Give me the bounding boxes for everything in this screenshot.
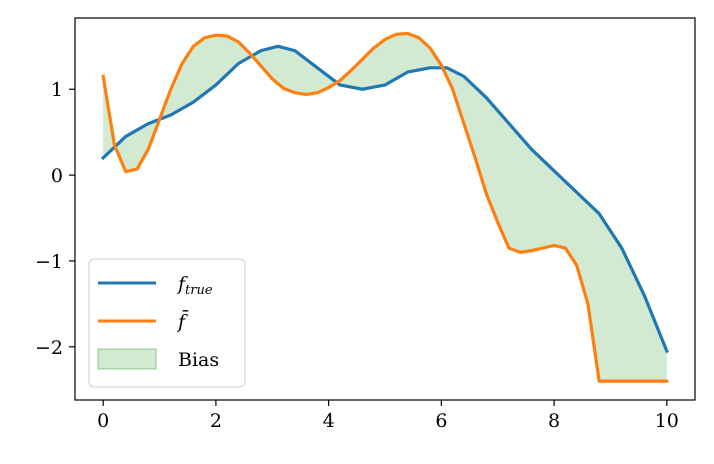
legend-label-bias: Bias (178, 349, 219, 371)
legend-box (88, 258, 246, 388)
series-line-f-true (100, 44, 669, 354)
y-tick-label: −2 (35, 337, 63, 359)
legend-label-f-true: ftrue (176, 273, 213, 298)
bias-fill-area (103, 33, 667, 382)
y-tick-label: −1 (35, 251, 63, 273)
bias-fill-layer (103, 33, 667, 382)
x-tick-label: 8 (548, 410, 560, 432)
x-tick-label: 6 (435, 410, 447, 432)
y-tick-label: 1 (51, 79, 63, 101)
x-tick-label: 10 (655, 410, 679, 432)
x-tick-label: 2 (210, 410, 222, 432)
series-line-layer (100, 31, 669, 383)
x-tick-label: 4 (323, 410, 335, 432)
series-line-f-bar (101, 31, 669, 383)
legend-f-true-subscript: true (185, 283, 213, 298)
legend: ftrue f̄ Bias (88, 258, 246, 388)
legend-f-true-main: f (176, 273, 188, 295)
y-tick-label: 0 (51, 165, 63, 187)
x-tick-label: 0 (97, 410, 109, 432)
plot-frame (74, 17, 696, 401)
legend-swatch-bias (97, 348, 157, 370)
